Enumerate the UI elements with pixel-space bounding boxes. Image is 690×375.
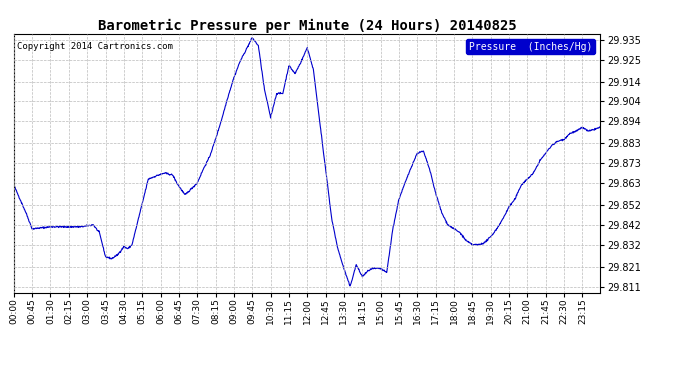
Title: Barometric Pressure per Minute (24 Hours) 20140825: Barometric Pressure per Minute (24 Hours… [98, 18, 516, 33]
Legend: Pressure  (Inches/Hg): Pressure (Inches/Hg) [466, 39, 595, 54]
Text: Copyright 2014 Cartronics.com: Copyright 2014 Cartronics.com [17, 42, 172, 51]
